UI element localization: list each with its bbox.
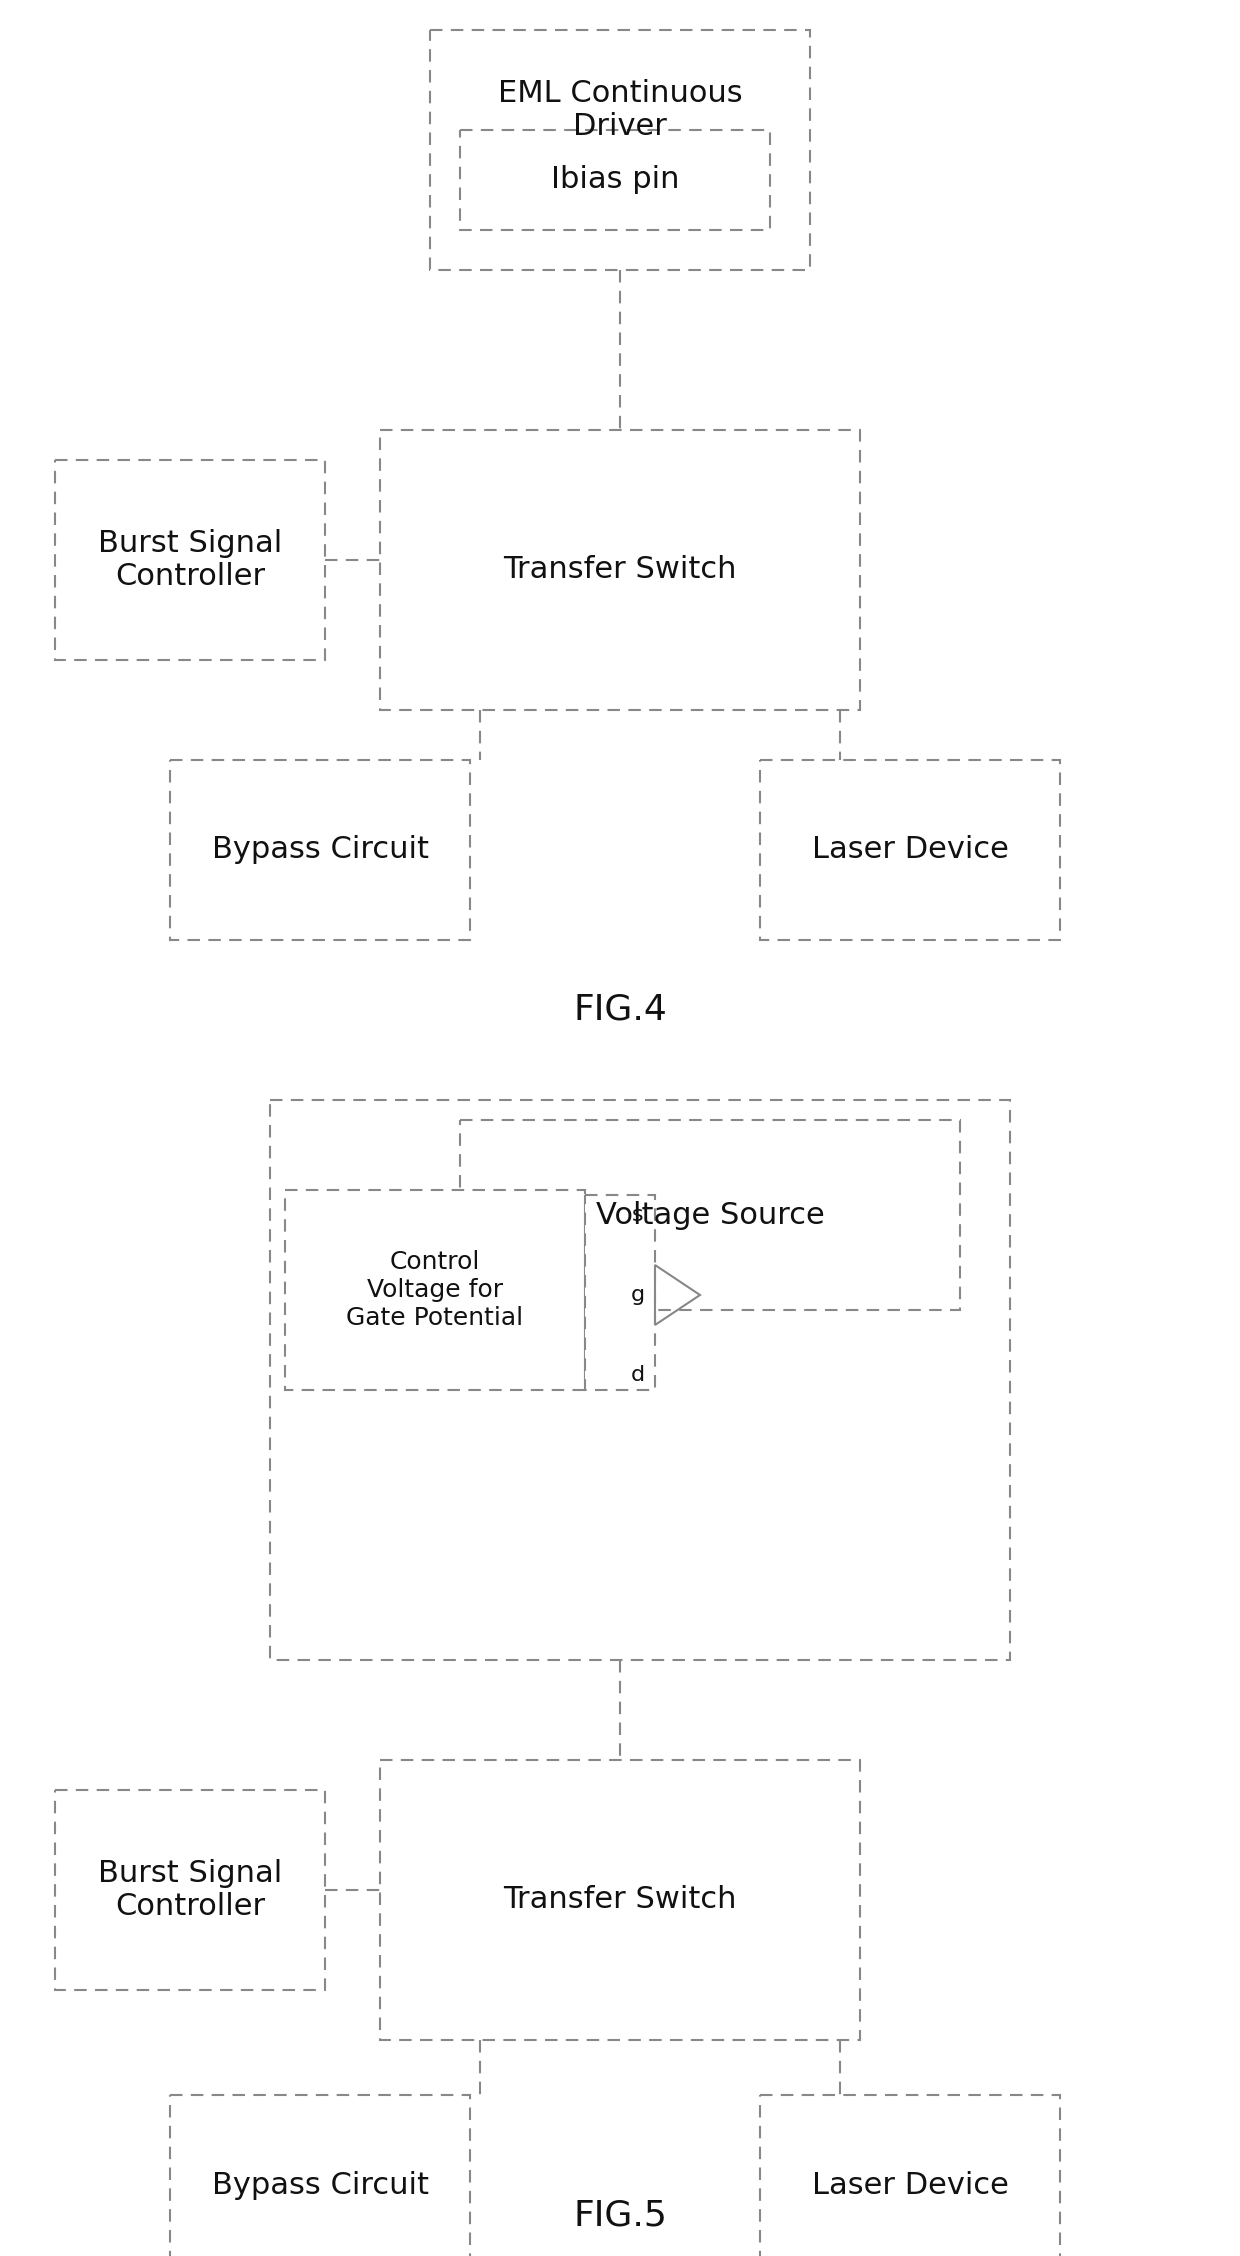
- FancyBboxPatch shape: [379, 431, 861, 711]
- FancyBboxPatch shape: [760, 2096, 1060, 2256]
- Text: Laser Device: Laser Device: [811, 2170, 1008, 2200]
- Text: Bypass Circuit: Bypass Circuit: [212, 2170, 429, 2200]
- FancyBboxPatch shape: [55, 1789, 325, 1990]
- Text: Control
Voltage for
Gate Potential: Control Voltage for Gate Potential: [346, 1250, 523, 1329]
- FancyBboxPatch shape: [430, 29, 810, 271]
- FancyBboxPatch shape: [379, 1760, 861, 2039]
- FancyBboxPatch shape: [760, 760, 1060, 941]
- Text: Ibias pin: Ibias pin: [551, 165, 680, 194]
- Text: Voltage Source: Voltage Source: [595, 1200, 825, 1230]
- FancyBboxPatch shape: [55, 460, 325, 661]
- Text: Transfer Switch: Transfer Switch: [503, 555, 737, 584]
- Text: Laser Device: Laser Device: [811, 835, 1008, 864]
- Text: s: s: [632, 1205, 644, 1225]
- FancyBboxPatch shape: [585, 1196, 655, 1390]
- FancyBboxPatch shape: [170, 2096, 470, 2256]
- Text: EML Continuous
Driver: EML Continuous Driver: [497, 79, 743, 142]
- Text: d: d: [631, 1365, 645, 1385]
- Text: g: g: [631, 1286, 645, 1304]
- Text: FIG.5: FIG.5: [573, 2197, 667, 2231]
- Text: Burst Signal
Controller: Burst Signal Controller: [98, 1859, 283, 1922]
- FancyBboxPatch shape: [270, 1101, 1011, 1660]
- FancyBboxPatch shape: [170, 760, 470, 941]
- Text: Transfer Switch: Transfer Switch: [503, 1886, 737, 1915]
- FancyBboxPatch shape: [460, 131, 770, 230]
- Text: Burst Signal
Controller: Burst Signal Controller: [98, 528, 283, 591]
- FancyBboxPatch shape: [285, 1189, 585, 1390]
- Text: FIG.4: FIG.4: [573, 993, 667, 1026]
- Text: Bypass Circuit: Bypass Circuit: [212, 835, 429, 864]
- FancyBboxPatch shape: [460, 1119, 960, 1311]
